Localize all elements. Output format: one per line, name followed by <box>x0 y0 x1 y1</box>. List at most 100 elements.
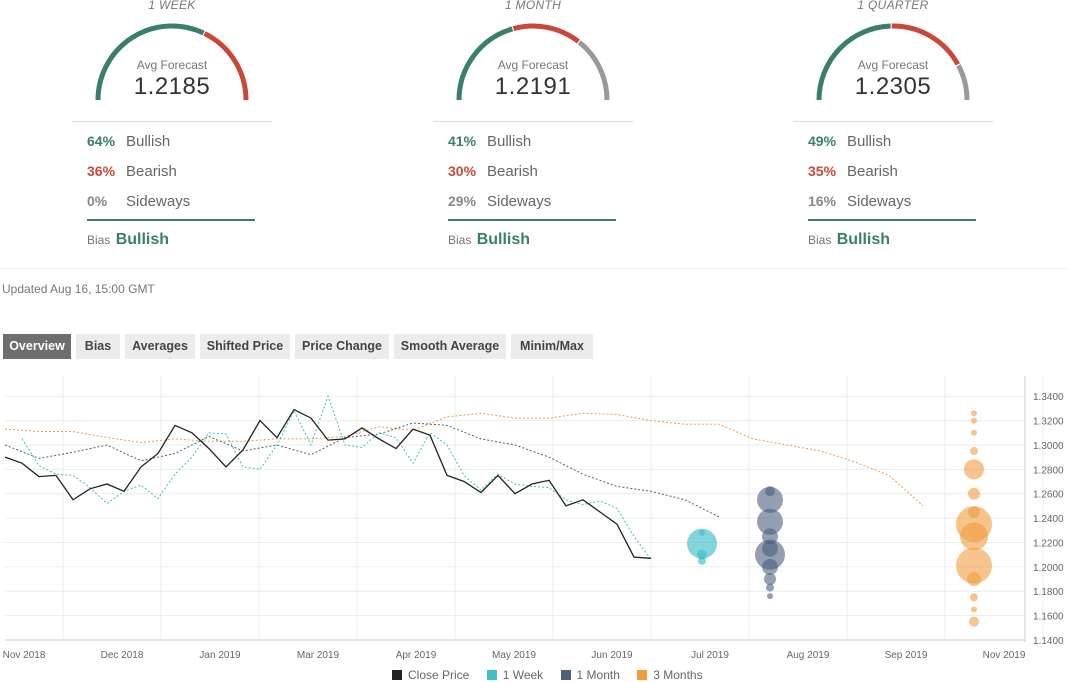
y-tick-label: 1.2600 <box>1033 490 1064 501</box>
bias-underline <box>808 219 976 221</box>
forecast-bubble <box>766 583 774 592</box>
forecast-gauge <box>816 23 970 101</box>
legend-close-price[interactable]: Close Price <box>392 668 469 682</box>
legend-3-months[interactable]: 3 Months <box>637 668 703 682</box>
legend-1-month[interactable]: 1 Month <box>560 668 620 682</box>
legend-label: Close Price <box>408 668 470 682</box>
tab-overview[interactable]: Overview <box>3 334 71 359</box>
forecast-bubble <box>762 540 778 557</box>
forecast-bubble <box>762 558 778 575</box>
forecast-bubble <box>956 547 992 584</box>
grid <box>5 376 1044 641</box>
series-line <box>4 408 652 559</box>
bias-underline <box>448 219 616 221</box>
avg-forecast-label: Avg Forecast <box>136 58 208 72</box>
bullish-row: 41% Bullish <box>448 131 531 151</box>
period-title: 1 MONTH <box>504 0 562 12</box>
sideways-label: Sideways <box>487 193 552 210</box>
bullish-pct: 49% <box>808 133 837 149</box>
series-line <box>21 394 652 560</box>
forecast-bubble <box>970 593 978 602</box>
bearish-label: Bearish <box>487 163 538 180</box>
forecast-bubble <box>967 572 981 587</box>
y-tick-label: 1.2400 <box>1033 514 1064 525</box>
y-tick-label: 1.3200 <box>1033 417 1064 428</box>
avg-forecast-value: 1.2305 <box>854 73 932 100</box>
legend-swatch <box>392 670 402 680</box>
legend-label: 3 Months <box>653 668 703 682</box>
gauge-segment <box>512 23 580 44</box>
avg-forecast-value: 1.2185 <box>133 73 211 100</box>
x-tick-label: Nov 2018 <box>3 650 46 661</box>
forecast-bubble <box>968 506 980 518</box>
forecast-bubbles <box>755 486 785 600</box>
forecast-bubble <box>969 616 979 627</box>
forecast-bubble <box>687 528 717 559</box>
divider <box>793 121 993 122</box>
forecast-bubbles <box>956 410 992 627</box>
bullish-label: Bullish <box>487 133 532 150</box>
gauge-segment <box>816 23 891 101</box>
tab-minim-max[interactable]: Minim/Max <box>511 334 593 359</box>
forecast-bubble <box>767 593 773 600</box>
forecast-gauge <box>95 23 249 101</box>
sideways-pct: 29% <box>448 193 477 209</box>
gauge-segment <box>95 23 205 101</box>
forecast-bubble <box>757 486 783 513</box>
bullish-pct: 41% <box>448 133 477 149</box>
bias-label: Bias <box>448 233 472 247</box>
bearish-pct: 35% <box>808 163 837 179</box>
gauge-segment <box>577 40 610 101</box>
forecast-bubble <box>971 429 977 436</box>
bearish-row: 30% Bearish <box>448 161 538 181</box>
x-tick-label: Dec 2018 <box>101 650 144 661</box>
x-tick-label: Aug 2019 <box>787 650 830 661</box>
sideways-label: Sideways <box>847 193 912 210</box>
gauge-segment <box>956 64 970 101</box>
legend-label: 1 Month <box>576 668 620 682</box>
bias-summary: Bias Bullish <box>448 231 530 249</box>
bias-value: Bullish <box>476 231 531 248</box>
chart-legend: Close Price 1 Week 1 Month 3 Months <box>392 668 717 682</box>
y-tick-label: 1.2000 <box>1033 563 1064 574</box>
bullish-label: Bullish <box>126 133 171 150</box>
x-tick-label: Nov 2019 <box>983 650 1026 661</box>
bullish-row: 49% Bullish <box>808 131 891 151</box>
x-tick-label: Jan 2019 <box>199 650 241 661</box>
series-line <box>4 412 924 507</box>
forecast-bubble <box>699 529 705 536</box>
bullish-pct: 64% <box>87 133 116 149</box>
forecast-bubble <box>968 487 980 500</box>
gauge-segment <box>203 31 249 101</box>
bearish-label: Bearish <box>847 163 898 180</box>
tab-smooth-average[interactable]: Smooth Average <box>394 334 506 359</box>
bias-label: Bias <box>808 233 832 247</box>
updated-timestamp: Updated Aug 16, 15:00 GMT <box>2 282 155 296</box>
tab-bias[interactable]: Bias <box>76 334 120 359</box>
legend-1-week[interactable]: 1 Week <box>486 668 543 682</box>
bias-underline <box>87 219 255 221</box>
y-tick-label: 1.3000 <box>1033 441 1064 452</box>
bias-summary: Bias Bullish <box>87 231 169 249</box>
sideways-pct: 16% <box>808 193 837 209</box>
forecast-bubble <box>762 528 778 545</box>
y-tick-label: 1.1400 <box>1033 636 1064 647</box>
tab-shifted-price[interactable]: Shifted Price <box>200 334 290 359</box>
forecast-bubble <box>757 508 783 535</box>
avg-forecast-label: Avg Forecast <box>857 58 929 72</box>
y-tick-label: 1.2200 <box>1033 538 1064 549</box>
bias-summary: Bias Bullish <box>808 231 890 249</box>
bearish-pct: 30% <box>448 163 477 179</box>
legend-swatch <box>560 670 571 680</box>
legend-swatch <box>486 670 497 680</box>
gauge-segment <box>891 23 961 66</box>
period-title: 1 WEEK <box>148 0 196 12</box>
forecast-gauge <box>456 23 610 101</box>
forecast-bubble <box>697 549 707 560</box>
y-tick-label: 1.1800 <box>1033 587 1064 598</box>
forecast-bubble <box>964 459 984 480</box>
forecast-bubble <box>970 447 978 456</box>
tab-averages[interactable]: Averages <box>125 334 195 359</box>
bias-value: Bullish <box>836 231 891 248</box>
tab-price-change[interactable]: Price Change <box>295 334 389 359</box>
